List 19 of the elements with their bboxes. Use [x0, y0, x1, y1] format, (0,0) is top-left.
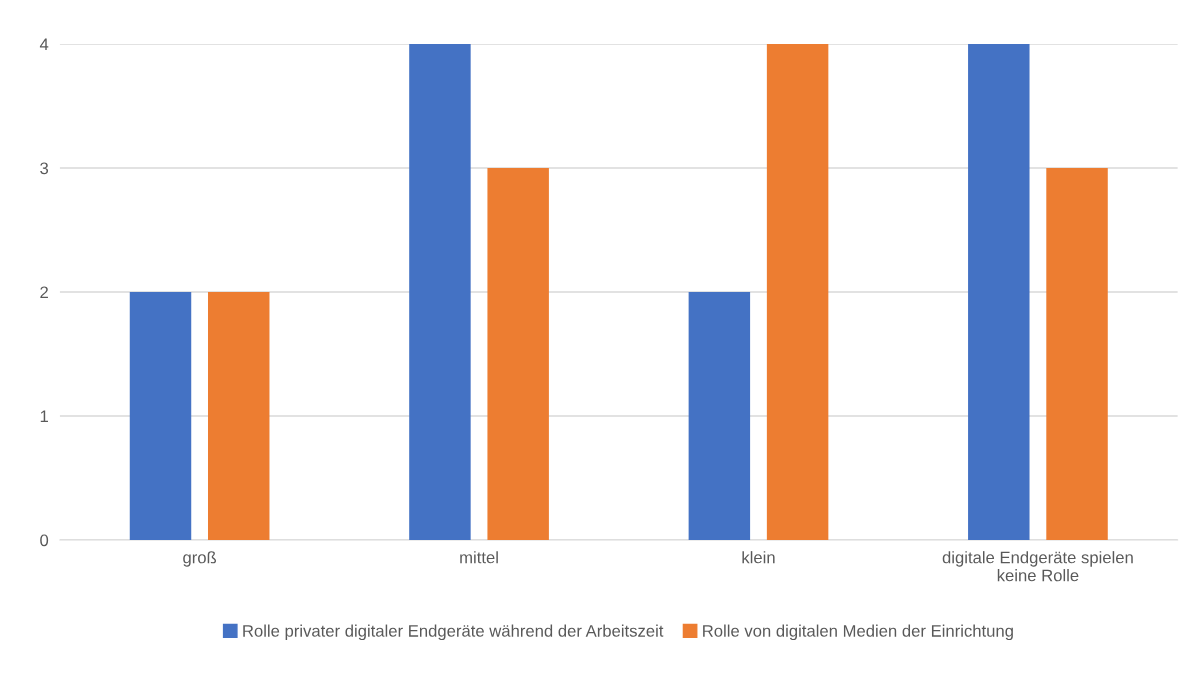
bar	[766, 43, 829, 541]
y-tick-label: 1	[40, 410, 48, 423]
y-tick-label: 3	[40, 162, 49, 175]
y-tick-label: 4	[39, 38, 49, 51]
legend-label: Rolle von digitalen Medien der Einrichtung	[703, 624, 1013, 641]
bar	[1046, 167, 1108, 541]
bar	[129, 292, 192, 541]
bar	[688, 292, 751, 541]
legend-label: Rolle privater digitaler Endgeräte während der Arbeitszeit	[243, 624, 664, 641]
bar	[968, 43, 1030, 541]
x-tick-label: groß	[183, 551, 217, 567]
bar	[487, 167, 549, 541]
bar	[208, 292, 270, 541]
bar	[409, 43, 471, 541]
y-tick-label: 2	[40, 286, 48, 299]
x-tick-label: mittel	[460, 551, 498, 564]
x-tick-label: digitale Endgeräte spielen keine Rolle	[942, 551, 1133, 582]
y-tick-label: 0	[40, 534, 49, 547]
x-tick-label: klein	[742, 551, 775, 564]
